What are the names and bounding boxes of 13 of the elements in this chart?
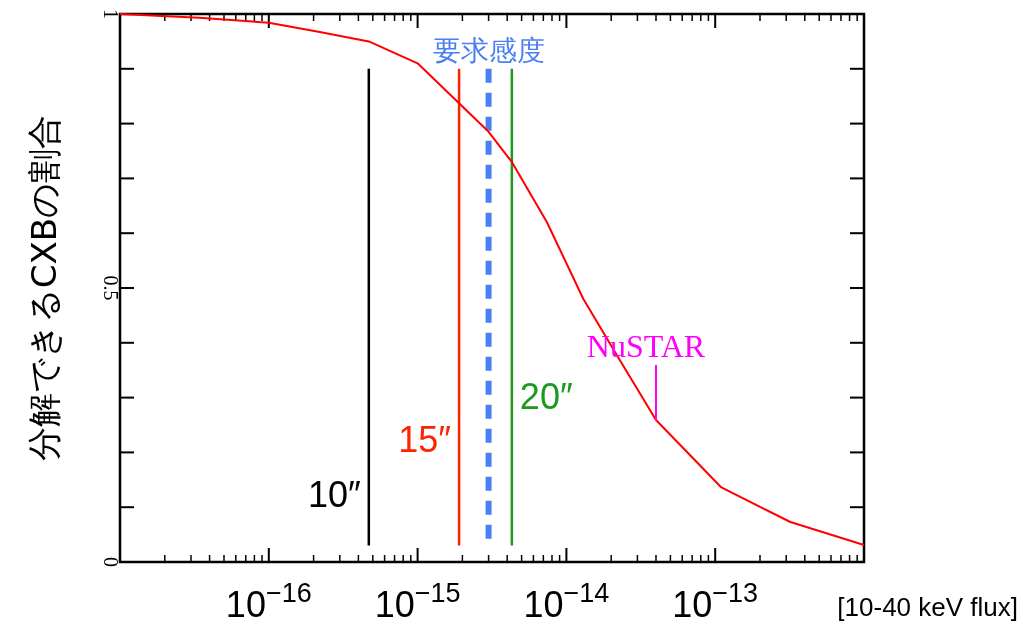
- x-tick-label: 10$^{−14}$: [523, 578, 610, 625]
- y-tick-label: 0: [100, 557, 122, 567]
- y-axis-title: 分解できるCXBの割合: [24, 114, 64, 462]
- ref-line-label: 15″: [398, 419, 452, 461]
- x-tick-label: 10$^{−15}$: [374, 578, 461, 625]
- y-tick-label: 1: [100, 9, 122, 19]
- x-axis-title: [10-40 keV flux]: [837, 592, 1018, 622]
- ref-line-label: 要求感度: [432, 34, 545, 67]
- x-tick-label: 10$^{−16}$: [225, 578, 312, 625]
- ref-line-label: 20″: [519, 375, 573, 417]
- x-tick-label: 10$^{−13}$: [672, 578, 759, 625]
- ref-line-label: 10″: [308, 474, 362, 516]
- y-tick-label: 0.5: [100, 275, 122, 301]
